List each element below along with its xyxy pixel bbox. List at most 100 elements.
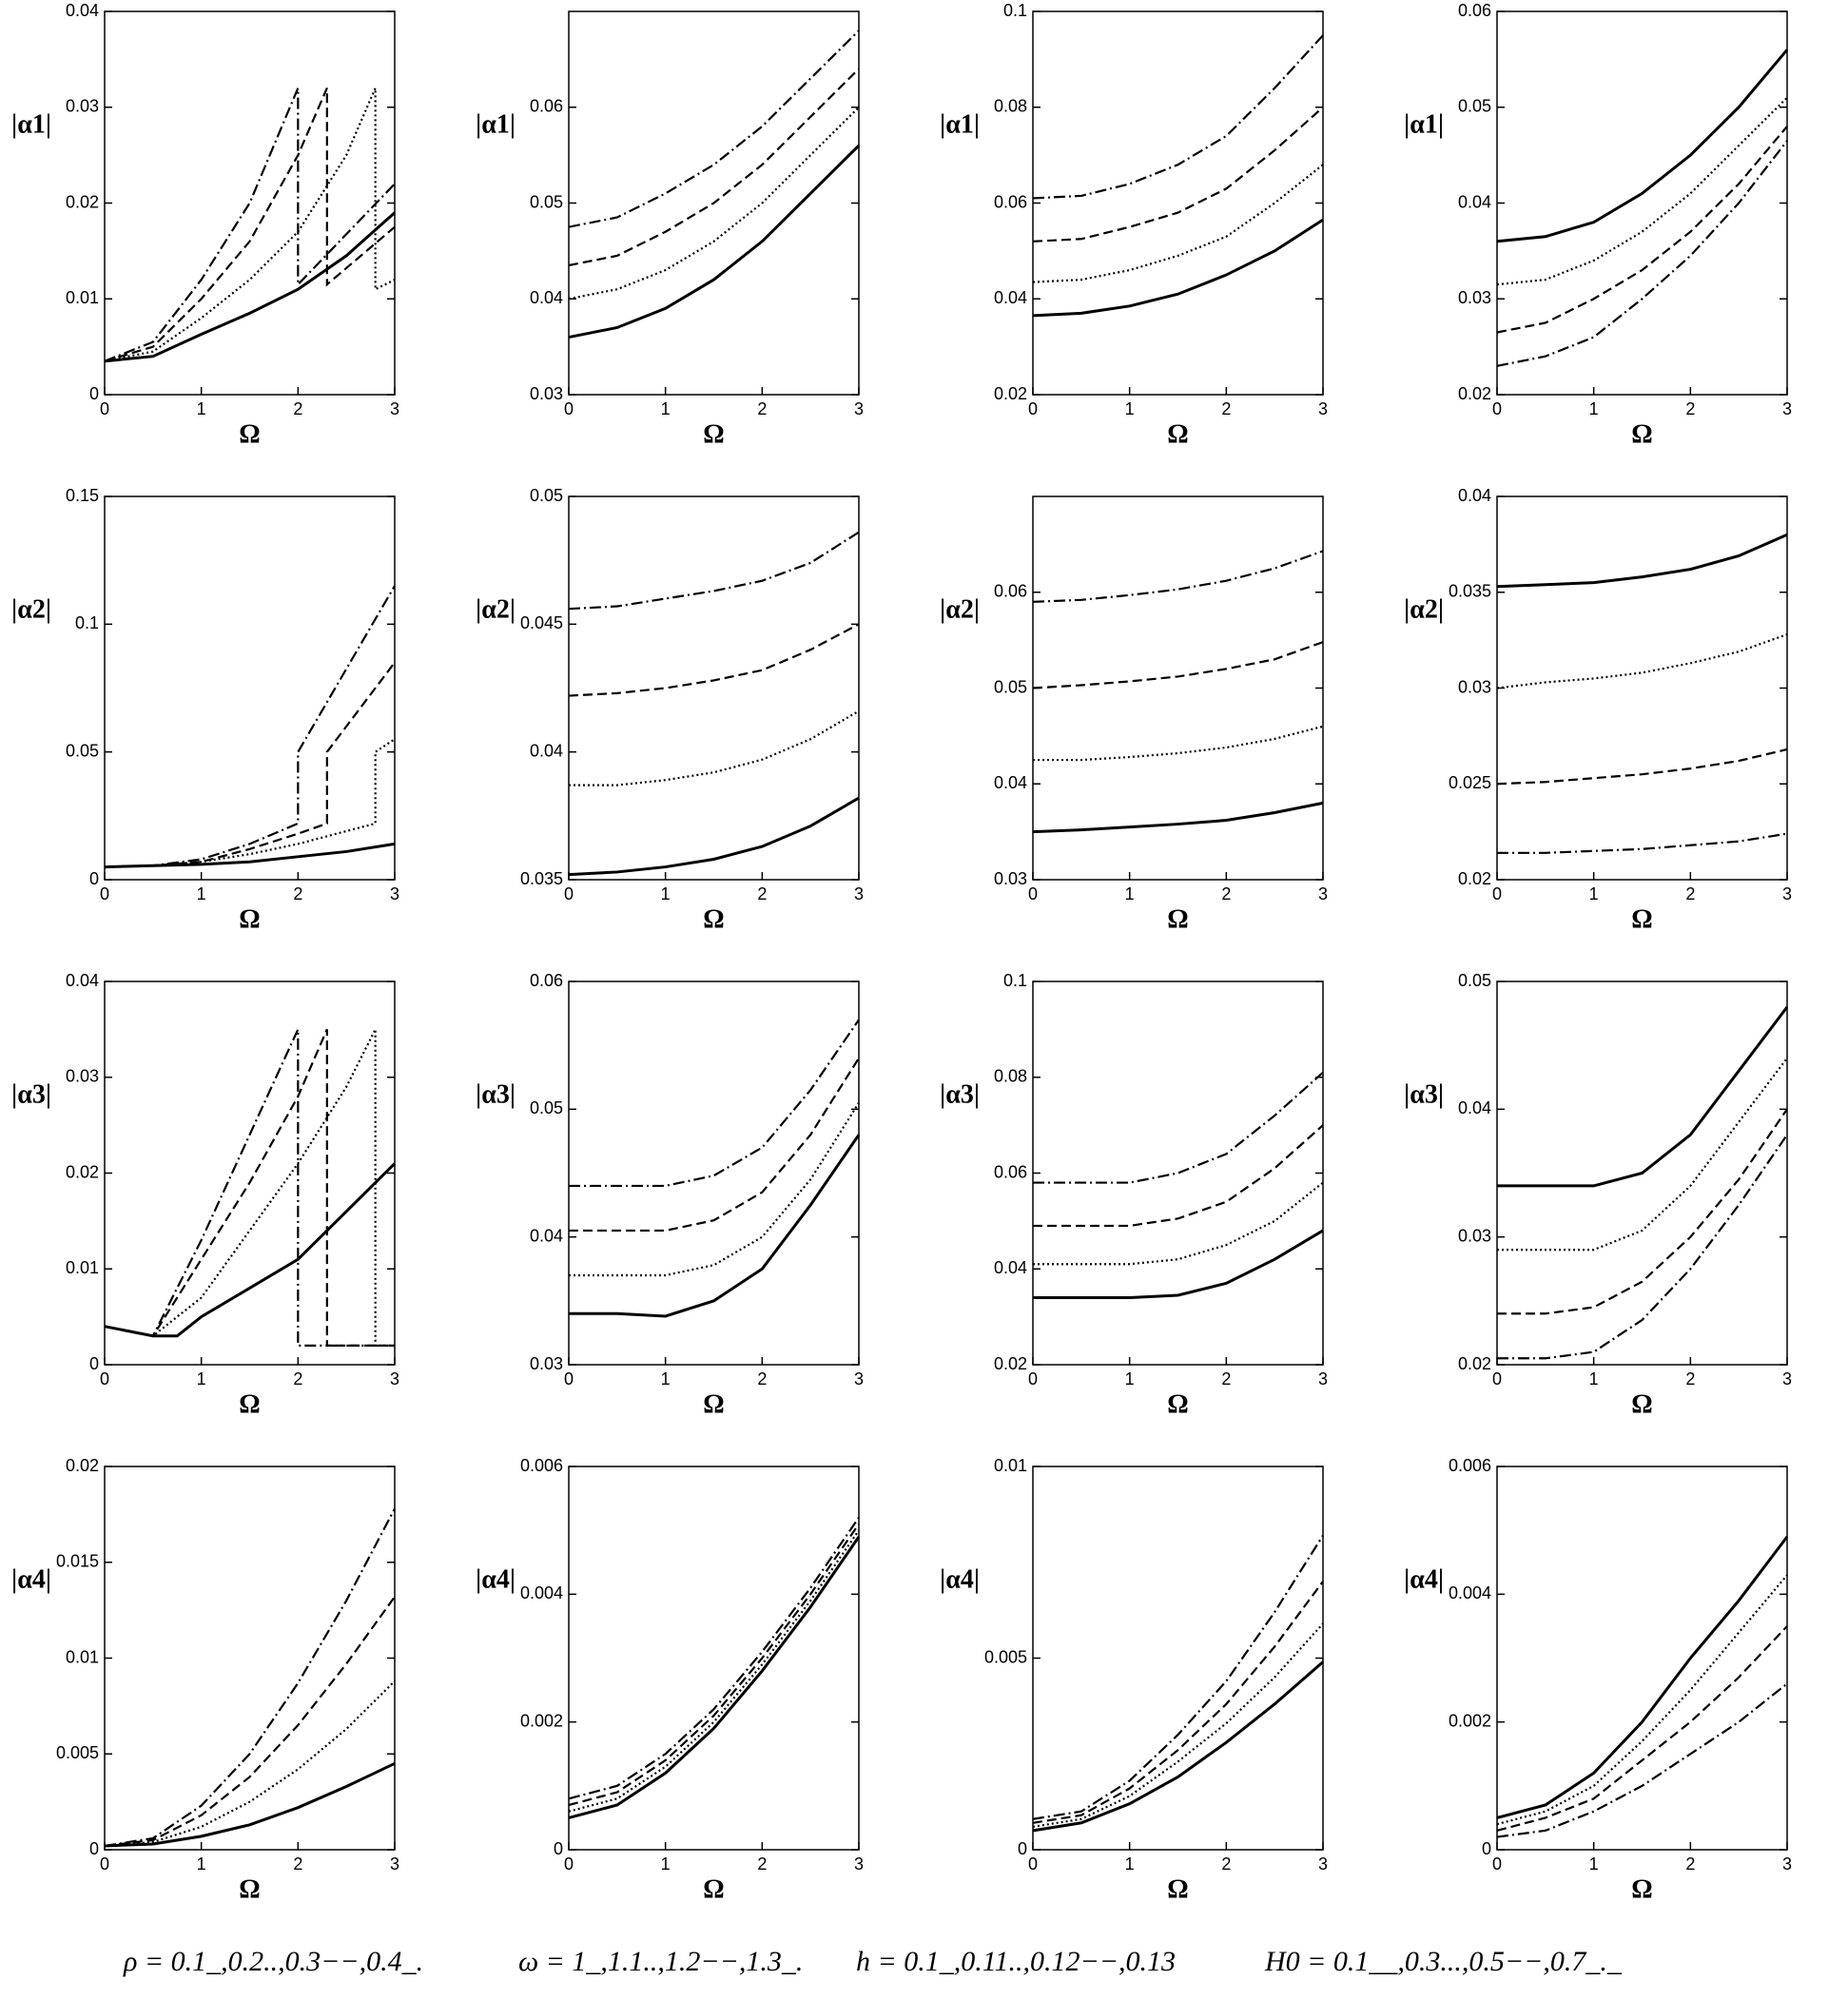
x-tick-label: 0 [564,1369,574,1388]
data-line [1032,218,1324,318]
y-tick-label: 0.035 [520,869,563,888]
y-axis-label: |α3| [476,1079,515,1109]
x-tick-label: 1 [197,399,206,418]
data-line [568,29,860,228]
y-axis-label: |α4| [11,1564,51,1594]
data-line [568,1529,860,1813]
data-line [1032,801,1324,834]
x-axis-label: Ω [703,904,724,934]
legend-text: ρ = 0.1_,0.2..,0.3−−,0.4_. [123,1946,423,1977]
y-tick-label: 0.06 [530,97,563,116]
y-tick-label: 0.06 [530,971,563,990]
data-line [1032,106,1324,243]
y-tick-label: 0.05 [1458,971,1491,990]
y-axis-label: |α1| [11,109,51,139]
data-line [1033,1071,1324,1184]
data-line [1497,1134,1788,1360]
x-tick-label: 3 [390,399,399,418]
data-line [104,1761,396,1848]
data-line [104,87,396,362]
y-tick-label: 0.006 [1449,1456,1491,1475]
x-tick-label: 0 [1492,884,1502,903]
plot-frame [104,1466,396,1851]
y-tick-label: 0.03 [66,97,99,116]
data-line [1496,748,1788,786]
x-axis-label: Ω [703,419,724,449]
y-axis-label: |α3| [940,1079,980,1109]
x-tick-label: 2 [1221,884,1231,903]
x-tick-label: 3 [1318,1854,1328,1874]
x-tick-label: 1 [661,1369,671,1388]
y-axis-label: |α2| [1404,594,1444,624]
plot-frame [1032,1466,1324,1851]
x-tick-label: 2 [1685,1369,1695,1388]
x-tick-label: 3 [1782,1369,1792,1388]
x-tick-label: 1 [1125,884,1135,903]
x-tick-label: 1 [1589,1854,1599,1874]
x-tick-label: 1 [1589,884,1599,903]
x-tick-label: 0 [1028,399,1038,418]
y-tick-label: 0 [89,869,99,888]
y-tick-label: 0.01 [66,1647,99,1666]
y-tick-label: 0.08 [994,97,1027,116]
y-axis-label: |α3| [1404,1079,1444,1109]
data-line [568,623,860,697]
x-axis-label: Ω [1167,904,1188,934]
y-tick-label: 0.05 [1458,97,1491,116]
x-axis-label: Ω [239,1389,260,1419]
data-line [569,709,860,786]
data-line [104,1596,396,1848]
y-tick-label: 0.05 [530,192,563,211]
x-tick-label: 3 [390,1854,399,1874]
y-axis-label: |α1| [476,109,515,139]
data-line [104,1162,397,1338]
x-tick-label: 0 [100,1854,109,1874]
y-tick-label: 0.06 [994,1162,1027,1181]
plot-frame [568,981,860,1366]
y-tick-label: 0.03 [530,384,563,403]
data-line [104,738,396,868]
data-line [1496,140,1788,367]
x-tick-label: 2 [293,1854,302,1874]
plot-frame [1032,495,1324,881]
y-tick-label: 0.04 [994,773,1027,792]
x-tick-label: 0 [100,884,109,903]
y-tick-label: 0.02 [1458,384,1491,403]
data-line [568,144,861,340]
y-tick-label: 0.03 [530,1354,563,1373]
x-tick-label: 0 [100,399,109,418]
x-tick-label: 1 [197,1369,206,1388]
y-tick-label: 0.02 [994,1354,1027,1373]
plot-frame [568,10,860,396]
data-line [568,531,860,611]
data-line [1033,1229,1324,1299]
y-tick-label: 0 [554,1839,563,1858]
data-line [1497,832,1788,854]
y-tick-label: 0.006 [520,1456,563,1475]
x-tick-label: 0 [564,884,574,903]
plot-frame [104,495,396,881]
data-line [568,106,860,301]
x-tick-label: 0 [1492,1854,1502,1874]
y-tick-label: 0.005 [56,1743,99,1762]
x-tick-label: 2 [293,399,302,418]
data-line [568,1517,860,1800]
x-tick-label: 2 [757,1369,767,1388]
x-tick-label: 1 [1125,399,1135,418]
y-tick-label: 0 [1018,1839,1027,1858]
x-axis-label: Ω [1167,1389,1188,1419]
x-tick-label: 0 [564,399,574,418]
data-line [104,211,396,363]
y-tick-label: 0.002 [1449,1711,1491,1730]
x-tick-label: 2 [757,399,767,418]
data-line [104,1028,395,1347]
data-line [1496,49,1789,243]
x-tick-label: 1 [661,1854,671,1874]
x-tick-label: 0 [1028,1369,1038,1388]
data-line [568,1536,861,1819]
y-tick-label: 0.04 [66,971,99,990]
y-tick-label: 0.04 [530,741,563,760]
x-tick-label: 1 [1589,1369,1599,1388]
x-tick-label: 1 [661,399,671,418]
data-line [1032,1581,1324,1824]
